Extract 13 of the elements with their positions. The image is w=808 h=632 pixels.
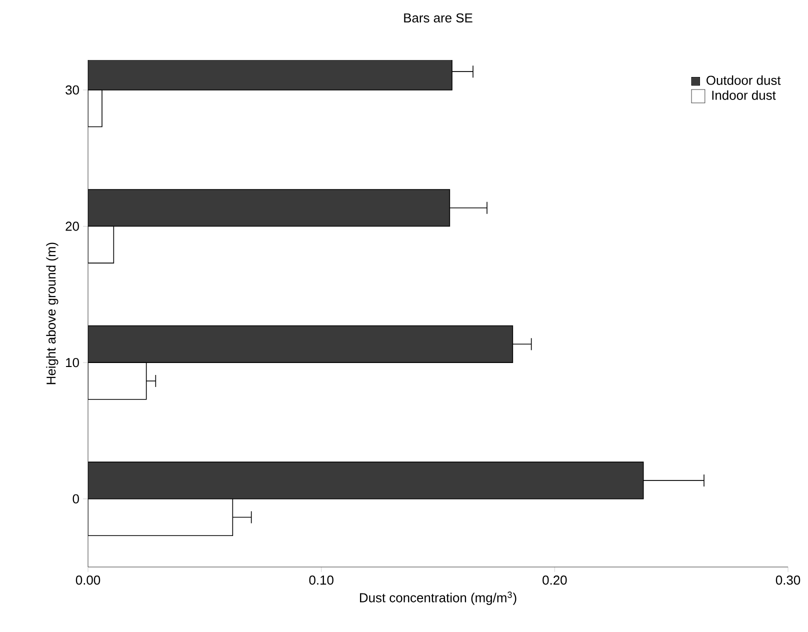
y-tick-label: 0 — [72, 494, 79, 504]
chart-title: Bars are SE — [404, 13, 472, 22]
legend-label: Outdoor dust — [706, 75, 781, 85]
x-tick-label: 0.10 — [309, 576, 334, 585]
y-axis-title: Height above ground (m) — [46, 242, 58, 384]
x-tick-label: 0.20 — [542, 576, 567, 585]
x-axis-title: Dust concentration (mg/m$^{3}$) — [360, 592, 516, 605]
y-tick-label: 30 — [66, 85, 79, 95]
x-tick-label: 0.00 — [76, 576, 100, 585]
x-tick-label: 0.30 — [776, 576, 800, 585]
text: Indoor dust — [712, 90, 776, 100]
y-tick-label: 20 — [66, 222, 79, 231]
y-tick-label: 10 — [66, 358, 79, 368]
